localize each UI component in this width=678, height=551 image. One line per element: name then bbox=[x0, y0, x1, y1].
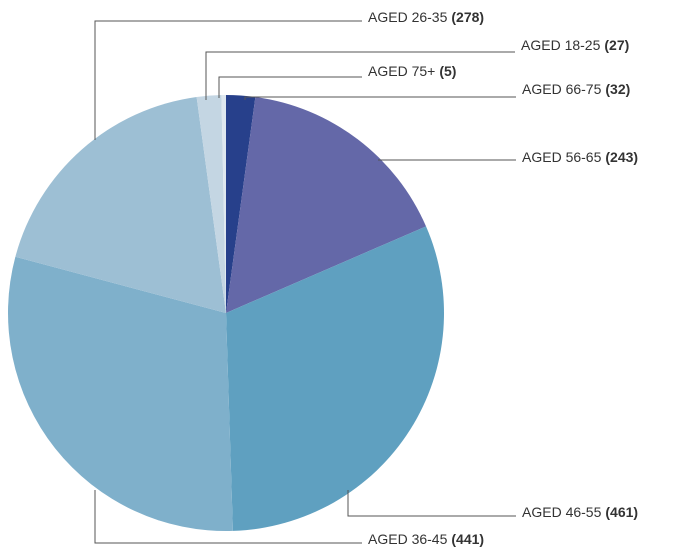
leader-line bbox=[94, 20, 362, 140]
category-label: AGED 66-75 bbox=[522, 81, 602, 97]
value-label: (5) bbox=[439, 63, 456, 79]
slice-label: AGED 36-45 (441) bbox=[368, 531, 484, 547]
category-label: AGED 46-55 bbox=[522, 504, 602, 520]
pie-slice bbox=[226, 96, 427, 313]
value-label: (243) bbox=[605, 149, 638, 165]
slice-label: AGED 46-55 (461) bbox=[522, 504, 638, 520]
pie-slice bbox=[221, 95, 226, 313]
value-label: (32) bbox=[605, 81, 630, 97]
category-label: AGED 18-25 bbox=[521, 37, 601, 53]
pie-slice bbox=[226, 226, 444, 531]
leader-line bbox=[218, 76, 362, 98]
value-label: (27) bbox=[604, 37, 629, 53]
category-label: AGED 36-45 bbox=[368, 531, 448, 547]
slice-label: AGED 56-65 (243) bbox=[522, 149, 638, 165]
category-label: AGED 26-35 bbox=[368, 9, 448, 25]
slice-label: AGED 66-75 (32) bbox=[522, 81, 630, 97]
pie-slice bbox=[15, 96, 226, 313]
leader-line bbox=[205, 51, 515, 100]
leader-line bbox=[347, 490, 516, 517]
pie-slice bbox=[226, 95, 256, 313]
pie-slice bbox=[8, 256, 233, 531]
value-label: (461) bbox=[605, 504, 638, 520]
category-label: AGED 56-65 bbox=[522, 149, 602, 165]
leader-line bbox=[94, 490, 362, 544]
slice-label: AGED 18-25 (27) bbox=[521, 37, 629, 53]
value-label: (441) bbox=[451, 531, 484, 547]
value-label: (278) bbox=[451, 9, 484, 25]
slice-label: AGED 26-35 (278) bbox=[368, 9, 484, 25]
category-label: AGED 75+ bbox=[368, 63, 435, 79]
slice-label: AGED 75+ (5) bbox=[368, 63, 456, 79]
leader-line bbox=[244, 96, 516, 100]
pie-slice bbox=[196, 95, 226, 314]
